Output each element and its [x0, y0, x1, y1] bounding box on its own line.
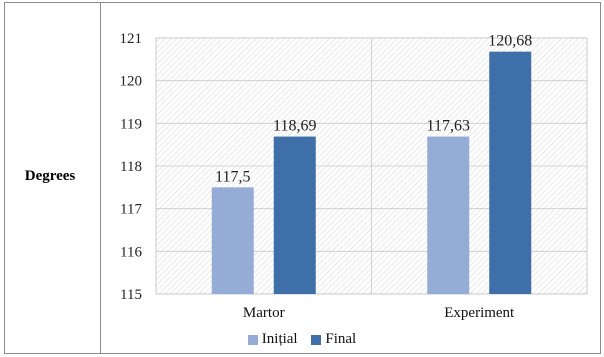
y-tick-label: 116 [120, 244, 142, 260]
y-tick-label: 121 [120, 31, 143, 47]
y-tick-label: 115 [120, 287, 142, 303]
x-tick-label: Martor [243, 305, 285, 321]
legend-item-initial: Inițial [247, 331, 298, 348]
y-tick-label: 120 [120, 74, 143, 90]
y-tick-label: 118 [120, 159, 142, 175]
column-divider [100, 2, 101, 354]
x-tick-label: Experiment [444, 305, 515, 321]
data-label: 118,69 [273, 118, 316, 135]
bar [273, 136, 316, 294]
table-frame [4, 2, 601, 354]
legend-swatch-initial [247, 334, 258, 345]
legend-label-final: Final [325, 331, 357, 347]
y-tick-label: 119 [120, 116, 142, 132]
legend-label-initial: Inițial [261, 331, 298, 347]
bar [489, 51, 532, 294]
legend-item-final: Final [311, 331, 356, 348]
data-label: 120,68 [488, 33, 532, 50]
data-label: 117,5 [215, 168, 250, 185]
row-label: Degrees [24, 168, 76, 184]
bar [427, 136, 470, 294]
legend: Inițial Final [0, 331, 604, 350]
data-label: 117,63 [427, 118, 470, 135]
y-tick-label: 117 [120, 202, 142, 218]
bar [211, 187, 254, 294]
legend-swatch-final [311, 334, 322, 345]
